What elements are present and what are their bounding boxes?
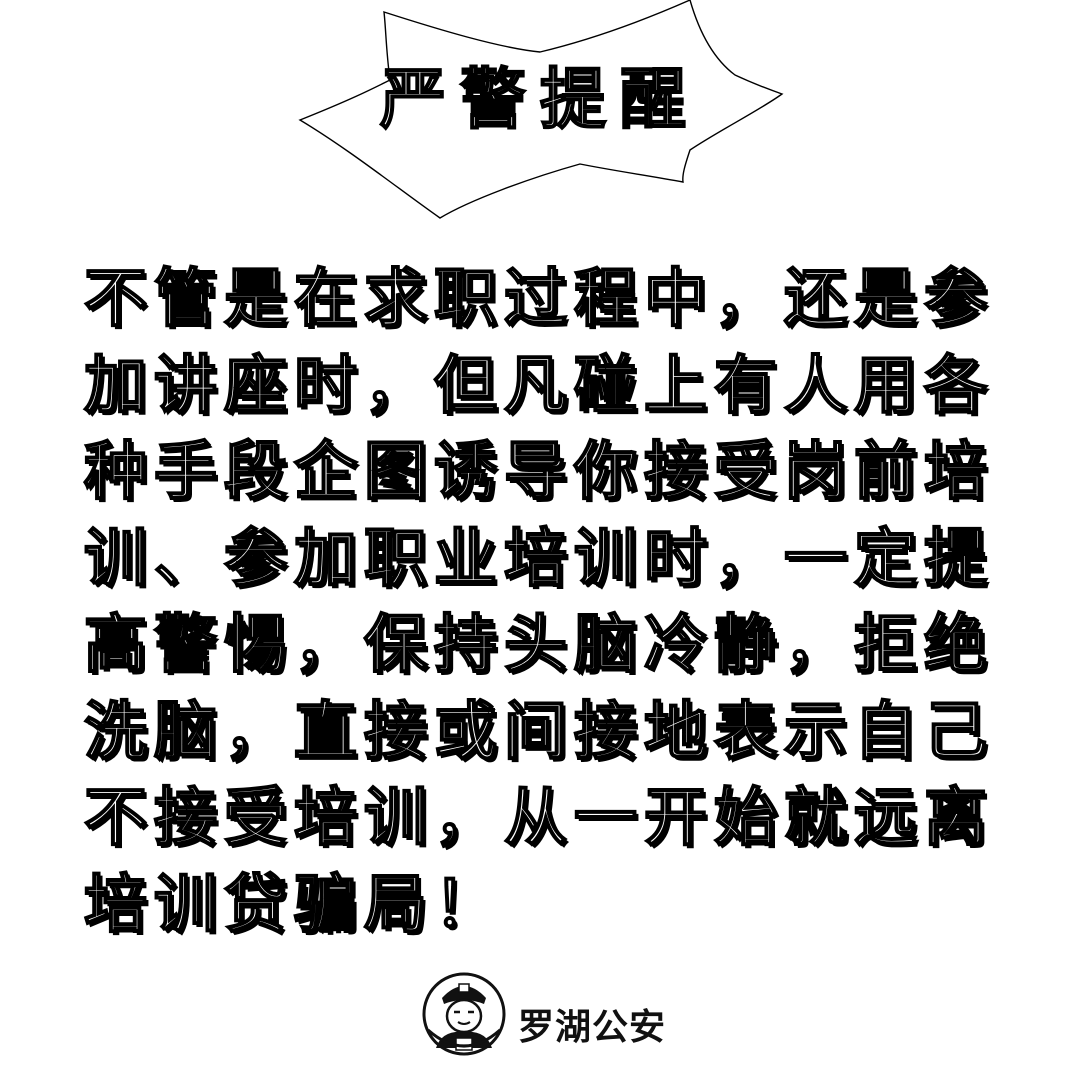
message-line: 不管是在求职过程中，还是参	[83, 261, 994, 336]
message-line: 培训贷骗局！	[83, 867, 504, 942]
speech-burst-banner	[298, 0, 784, 219]
message-line: 种手段企图诱导你接受岗前培	[83, 434, 994, 509]
message-line: 加讲座时，但凡碰上有人用各	[83, 348, 994, 423]
police-officer-cartoon-icon	[422, 972, 506, 1056]
brand-name: 罗湖公安	[518, 1007, 667, 1048]
banner-title: 严警提醒	[379, 60, 700, 139]
message-line: 高警惕，保持头脑冷静，拒绝	[83, 607, 994, 682]
message-line: 不接受培训，从一开始就远离	[83, 780, 994, 855]
message-line: 训、参加职业培训时，一定提	[83, 521, 994, 596]
warning-message: 不管是在求职过程中，还是参 加讲座时，但凡碰上有人用各 种手段企图诱导你接受岗前…	[83, 256, 1004, 948]
message-line: 洗脑，直接或间接地表示自己	[83, 694, 994, 769]
brand-footer: 罗湖公安	[418, 968, 698, 1064]
